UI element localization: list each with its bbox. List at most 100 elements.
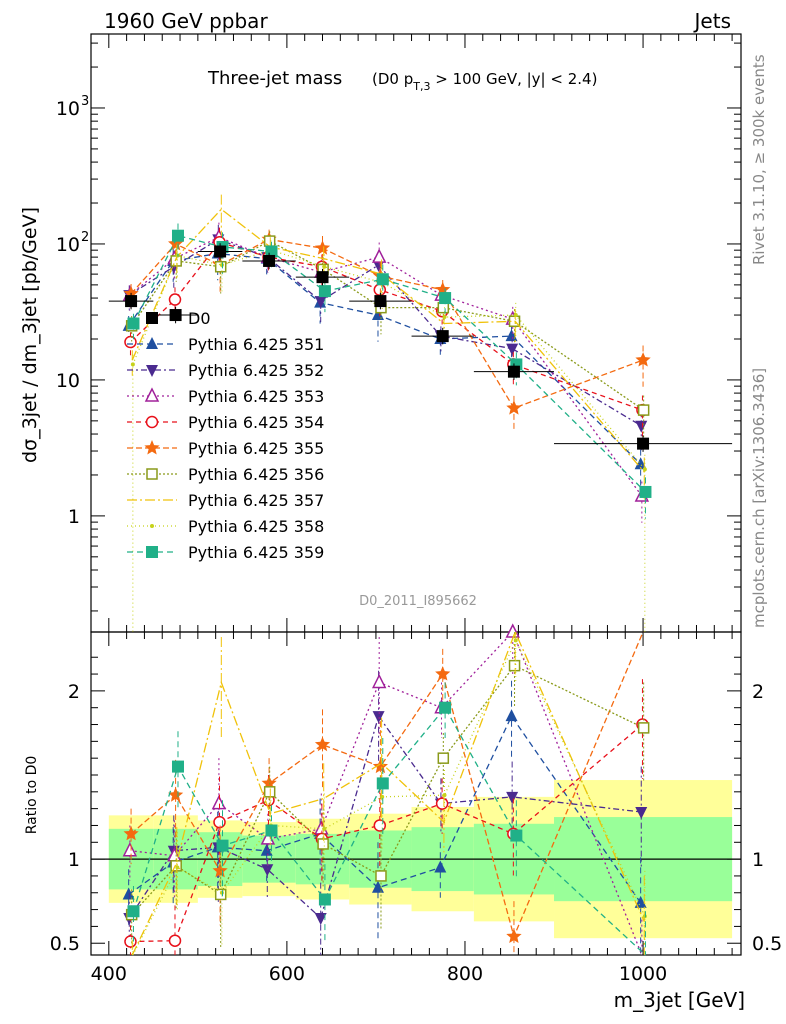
main-data-point xyxy=(265,245,278,258)
ratio-data-point xyxy=(434,860,447,873)
ratio-data-point xyxy=(124,935,137,948)
reference-data-point xyxy=(637,437,650,450)
ratio-series-line xyxy=(130,631,644,939)
legend-marker xyxy=(146,365,158,377)
ratio-data-point xyxy=(635,807,648,820)
main-data-point xyxy=(171,229,184,242)
y-tick-label: 1 xyxy=(68,506,80,528)
main-series-line xyxy=(131,208,645,473)
main-data-point xyxy=(642,467,647,472)
legend-entry-4: Pythia 6.425 354 xyxy=(127,413,324,432)
ratio-data-point xyxy=(261,864,274,877)
main-data-point xyxy=(219,263,224,268)
source-label: mcplots.cern.ch [arXiv:1306.3436] xyxy=(750,368,768,628)
header-energy-label: 1960 GeV ppbar xyxy=(104,9,268,33)
ratio-data-point xyxy=(265,824,278,837)
legend-label: Pythia 6.425 359 xyxy=(188,543,324,562)
main-data-point xyxy=(318,285,331,298)
chart-title: Three-jet mass xyxy=(207,68,342,89)
main-data-point xyxy=(637,404,650,416)
ratio-data-point xyxy=(376,777,389,790)
legend-marker xyxy=(150,524,154,528)
ratio-data-point xyxy=(435,666,451,681)
main-data-point xyxy=(371,248,387,263)
ratio-data-point xyxy=(127,905,140,918)
series-main-8 xyxy=(130,240,647,632)
legend-marker xyxy=(146,312,158,324)
ratio-data-point xyxy=(263,786,276,798)
legend-label: Pythia 6.425 353 xyxy=(188,387,324,406)
ratio-data-point xyxy=(375,870,387,882)
main-data-point xyxy=(127,317,140,330)
ratio-data-point xyxy=(371,673,387,689)
ratio-panel-frame xyxy=(90,631,742,956)
legend-marker xyxy=(146,337,158,349)
reference-data-point xyxy=(374,295,387,308)
x-tick-label: 1000 xyxy=(619,963,667,985)
legend-label: Pythia 6.425 352 xyxy=(188,361,324,380)
ratio-data-point xyxy=(505,709,518,722)
legend-entry-8: Pythia 6.425 358 xyxy=(127,517,324,536)
legend-entry-2: Pythia 6.425 352 xyxy=(127,361,324,380)
ratio-data-point xyxy=(508,659,521,672)
main-data-point xyxy=(635,352,651,367)
main-data-point xyxy=(373,283,387,297)
main-data-point xyxy=(130,362,135,367)
ratio-series-line xyxy=(128,714,642,904)
main-data-point xyxy=(439,292,452,305)
reference-data-point xyxy=(316,271,329,284)
ratio-data-point xyxy=(168,934,182,947)
x-tick-label: 400 xyxy=(91,963,127,985)
legend-label: Pythia 6.425 354 xyxy=(188,413,324,432)
rivet-label: Rivet 3.1.10, ≥ 300k events xyxy=(750,54,768,265)
main-data-point xyxy=(124,335,137,349)
legend-label: Pythia 6.425 358 xyxy=(188,517,324,536)
ratio-series-line xyxy=(128,714,642,920)
analysis-id-label: D0_2011_I895662 xyxy=(359,594,477,609)
legend-entry-6: Pythia 6.425 356 xyxy=(127,465,324,484)
ratio-data-point xyxy=(314,912,327,925)
legend-label: D0 xyxy=(188,309,211,328)
y-tick-exponent: 3 xyxy=(81,94,89,109)
x-tick-label: 800 xyxy=(447,963,483,985)
legend-entry-9: Pythia 6.425 359 xyxy=(127,543,324,562)
ratio-data-point xyxy=(314,736,331,752)
ratio-data-point xyxy=(219,890,224,895)
reference-series xyxy=(108,243,733,452)
chart-subtitle: (D0 pT,3 > 100 GeV, |y| < 2.4) xyxy=(372,70,597,93)
main-data-point xyxy=(314,240,331,255)
ratio-data-point xyxy=(372,758,388,774)
reference-data-point xyxy=(214,245,227,258)
ratio-tick-label-right: 0.5 xyxy=(752,933,782,955)
main-series-line xyxy=(130,241,643,411)
ratio-data-point xyxy=(380,794,385,799)
series-ratio-9 xyxy=(127,682,646,956)
ratio-tick-label-right: 1 xyxy=(752,849,764,871)
main-data-point xyxy=(322,264,327,269)
ratio-data-point xyxy=(212,862,228,878)
y-tick-label: 10 xyxy=(56,234,80,256)
ratio-y-axis-label: Ratio to D0 xyxy=(24,756,40,835)
main-data-point xyxy=(371,308,384,321)
ratio-data-point xyxy=(513,638,518,643)
ratio-data-point xyxy=(506,791,519,804)
ratio-data-point xyxy=(122,842,138,857)
legend-entry-7: Pythia 6.425 357 xyxy=(127,491,324,510)
ratio-data-point xyxy=(505,623,520,638)
main-data-point xyxy=(634,457,647,470)
reference-data-point xyxy=(125,295,138,308)
ratio-data-point xyxy=(175,865,180,870)
legend-marker xyxy=(144,440,160,455)
main-data-point xyxy=(513,313,518,318)
legend-marker xyxy=(146,546,158,558)
ratio-data-point xyxy=(122,887,135,900)
legend-label: Pythia 6.425 357 xyxy=(188,491,324,510)
ratio-data-point xyxy=(442,793,447,798)
reference-data-point xyxy=(507,365,520,378)
reference-data-point xyxy=(263,254,276,267)
ratio-data-point xyxy=(435,797,449,810)
ratio-data-point xyxy=(123,825,139,841)
ratio-data-point xyxy=(260,843,273,856)
legend-marker xyxy=(146,468,158,480)
